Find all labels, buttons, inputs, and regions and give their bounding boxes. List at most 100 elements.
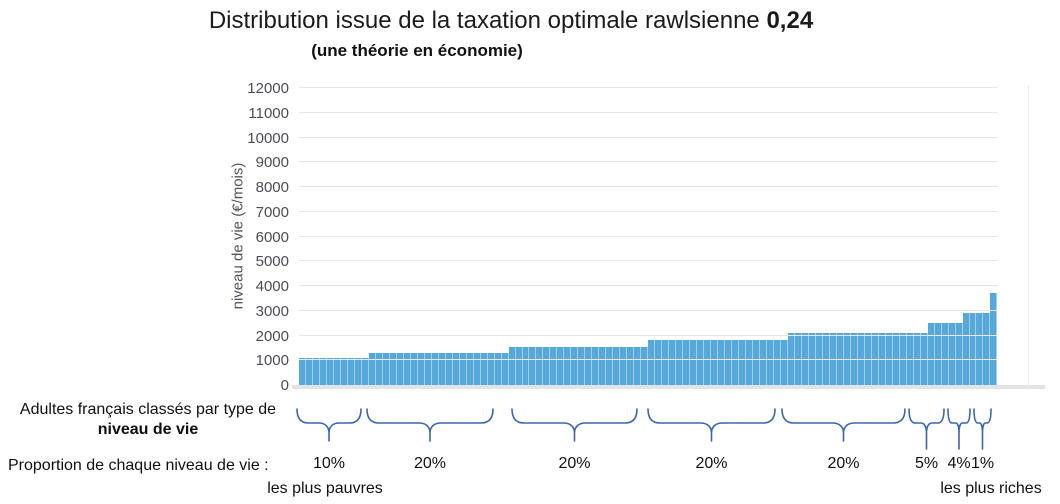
gridline: [299, 285, 998, 286]
y-tick-label: 11000: [248, 104, 289, 122]
percentile-bar: [620, 346, 628, 385]
percentile-bar: [396, 352, 404, 385]
percentile-bar: [941, 323, 949, 385]
percentile-bar: [340, 357, 348, 385]
gridline: [299, 210, 998, 212]
percentile-bar: [578, 346, 586, 385]
percentile-bar: [487, 352, 495, 385]
percentile-bar: [704, 340, 712, 385]
percentile-bar: [871, 333, 879, 385]
percentile-bar: [746, 340, 753, 385]
group-brace-icon: [973, 408, 992, 450]
percentile-bar: [662, 340, 670, 385]
plot-area: [299, 87, 998, 385]
percentile-bar: [669, 340, 677, 385]
y-tick-label: 9000: [255, 154, 289, 172]
percentile-bar: [655, 340, 663, 385]
chart-title-value: 0,24: [766, 7, 814, 34]
percentile-bar: [913, 333, 921, 385]
percentile-bar: [732, 340, 740, 385]
x-axis-line: [292, 385, 1045, 389]
percentile-bar: [850, 333, 858, 385]
gridline: [299, 87, 998, 88]
percentile-bar: [543, 346, 551, 385]
percentile-bar: [864, 333, 872, 385]
percentile-bar: [878, 333, 886, 385]
gridline: [299, 136, 998, 138]
percentile-bar: [480, 352, 488, 385]
percentile-bar: [634, 346, 642, 385]
gridline: [299, 309, 998, 311]
percentile-bar: [766, 340, 774, 385]
percentile-bar: [585, 346, 593, 385]
y-tick-label: 6000: [255, 228, 289, 246]
percentile-bar: [319, 357, 327, 385]
percentile-bar: [948, 323, 956, 385]
group-brace-icon: [511, 408, 638, 442]
percentile-bar: [794, 333, 802, 385]
proportion-value-label: 4%: [947, 455, 971, 472]
percentile-bar: [550, 346, 558, 385]
gridline: [299, 235, 998, 237]
y-tick-label: 4000: [255, 278, 289, 295]
percentile-bar: [892, 333, 900, 385]
percentile-bar: [829, 333, 837, 385]
percentile-bar: [403, 352, 411, 385]
proportion-value-label: 20%: [695, 455, 728, 472]
proportion-value-label: 5%: [914, 455, 939, 472]
percentile-bar: [808, 333, 816, 385]
percentile-bar: [822, 333, 830, 385]
percentile-bar: [773, 340, 781, 385]
percentile-bar: [857, 333, 865, 385]
percentile-bar: [417, 352, 425, 385]
percentile-bar: [613, 346, 621, 385]
percentile-bar: [697, 340, 705, 385]
y-tick-label: 12000: [247, 80, 289, 97]
percentile-bar: [725, 340, 733, 385]
proportion-caption: Proportion de chaque niveau de vie :: [8, 457, 269, 474]
percentile-bar: [515, 346, 523, 385]
percentile-bar: [752, 340, 760, 385]
percentile-bar: [438, 352, 446, 385]
percentile-bar: [333, 357, 341, 385]
chart-title-text: Distribution issue de la taxation optima…: [208, 7, 760, 34]
proportion-value-label: 1%: [970, 455, 995, 472]
percentile-bar: [718, 340, 726, 385]
right-border-line: [1028, 85, 1029, 390]
group-brace-icon: [647, 408, 776, 442]
percentile-bar: [536, 346, 544, 385]
percentile-bar: [382, 352, 390, 385]
percentile-bar: [501, 352, 509, 385]
percentile-bar: [592, 346, 600, 385]
y-tick-label: 7000: [255, 203, 289, 221]
percentile-bar: [759, 340, 767, 385]
percentile-bar: [410, 352, 418, 385]
percentile-bar: [326, 357, 334, 385]
y-tick-label: 2000: [255, 327, 289, 345]
group-brace-icon: [366, 408, 494, 442]
percentile-bar: [431, 352, 439, 385]
group-brace-icon: [908, 408, 945, 450]
gridline: [299, 359, 998, 361]
percentile-bar: [494, 352, 502, 385]
y-tick-label: 8000: [255, 179, 289, 196]
gridline: [299, 260, 998, 262]
percentile-bar: [368, 352, 376, 385]
group-brace-icon: [296, 408, 362, 442]
percentile-bar: [522, 346, 530, 385]
percentile-bar: [885, 333, 893, 385]
percentile-bar: [983, 313, 991, 385]
percentile-bar: [815, 333, 823, 385]
x-axis-description: Adultes français classés par type de niv…: [2, 400, 294, 440]
percentile-bar: [801, 333, 809, 385]
proportion-value-label: 20%: [827, 455, 860, 472]
percentile-bar: [955, 323, 963, 385]
percentile-bar: [676, 340, 684, 385]
percentile-bar: [508, 346, 516, 385]
percentile-bar: [962, 313, 970, 385]
poorest-label: les plus pauvres: [267, 480, 383, 497]
percentile-bar: [648, 340, 656, 385]
bars-container: [299, 88, 998, 385]
percentile-bar: [473, 352, 481, 385]
